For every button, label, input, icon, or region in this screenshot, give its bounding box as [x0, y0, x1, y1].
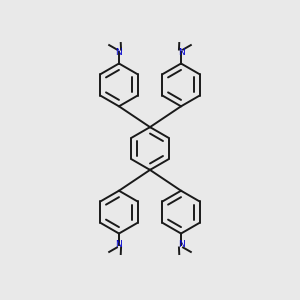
Text: N: N — [178, 240, 184, 249]
Text: N: N — [178, 48, 184, 57]
Text: N: N — [116, 240, 122, 249]
Text: N: N — [116, 48, 122, 57]
